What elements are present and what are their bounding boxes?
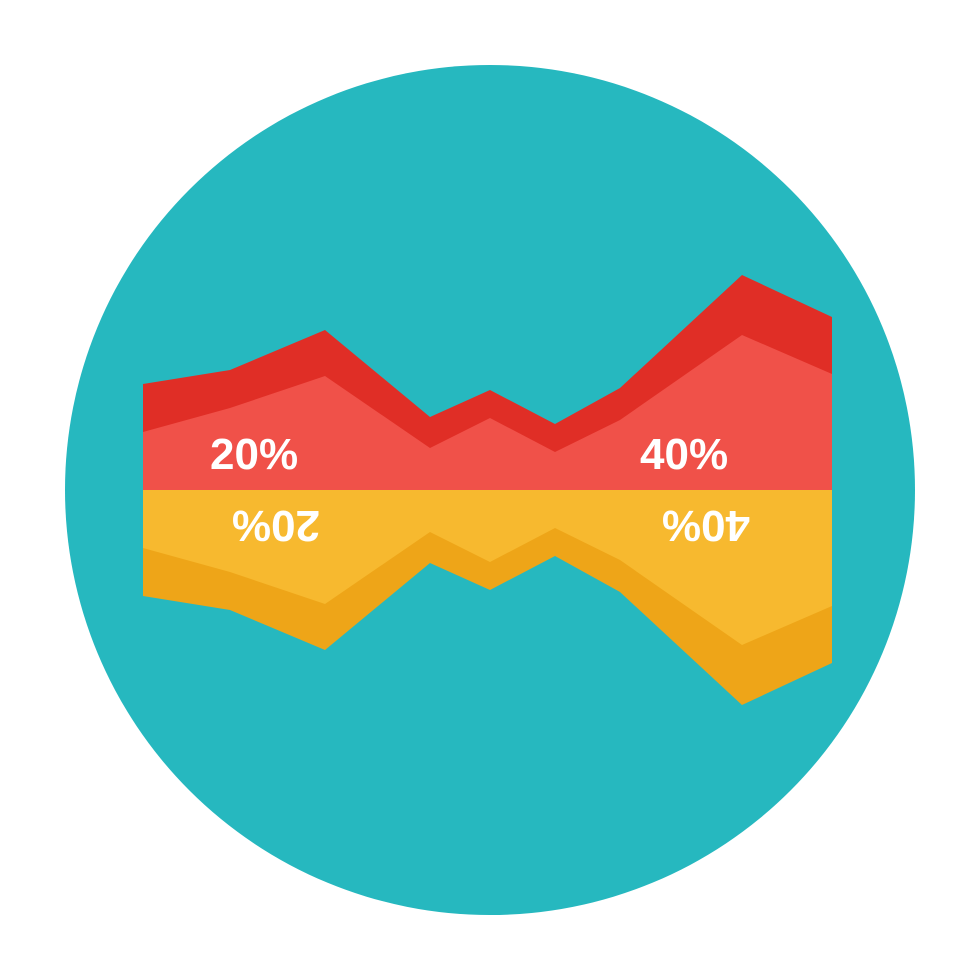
top-label-right: 40% [640, 430, 728, 480]
bottom-label-right: 40% [662, 500, 750, 550]
area-chart-svg [0, 0, 980, 980]
bottom-label-left: 20% [232, 500, 320, 550]
top-label-left: 20% [210, 430, 298, 480]
chart-container: 20% 40% 20% 40% [0, 0, 980, 980]
